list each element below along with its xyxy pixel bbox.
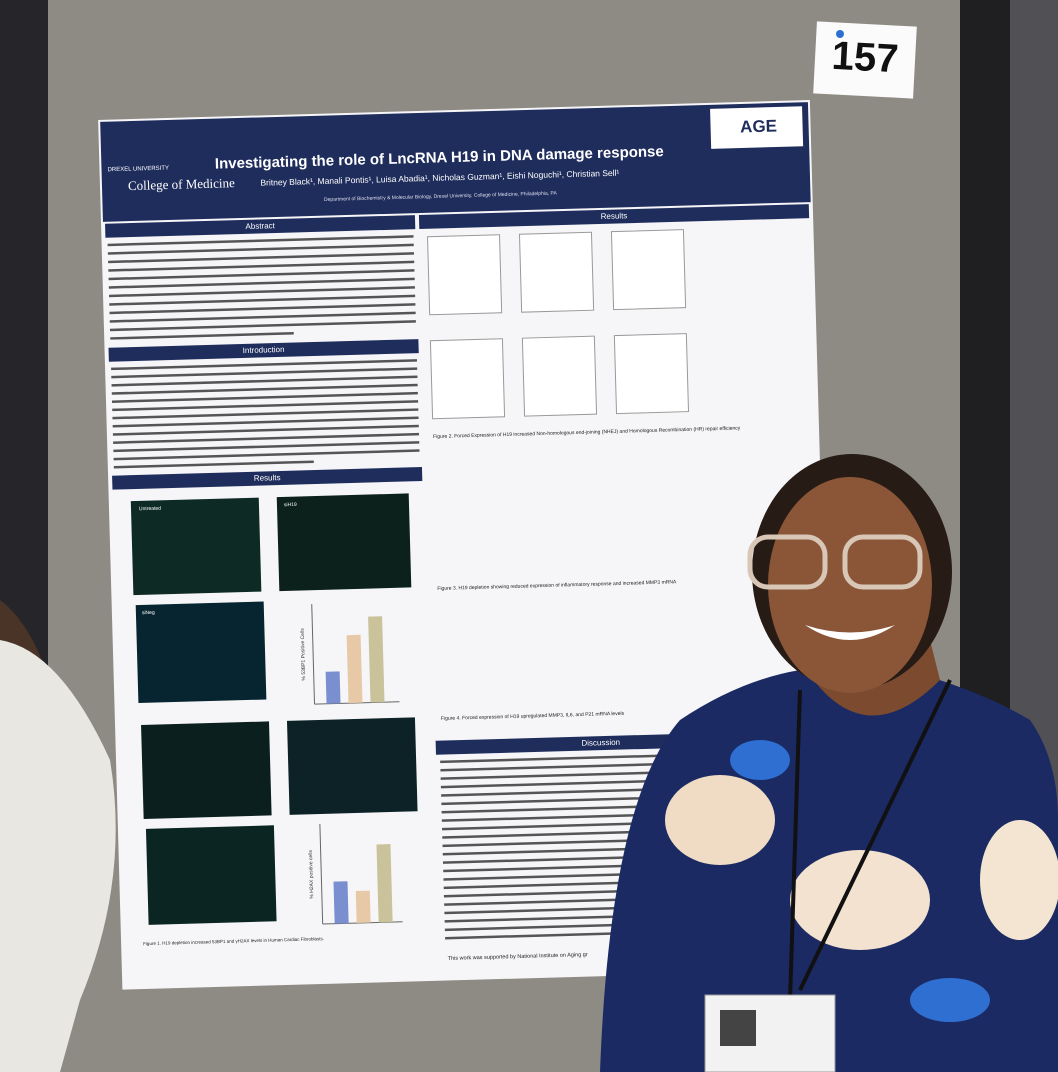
number-card: 157	[813, 21, 917, 99]
text-line	[109, 286, 415, 298]
header-band	[100, 102, 811, 222]
text-line	[111, 359, 418, 371]
face	[768, 477, 932, 693]
university: DREXEL UNIVERSITY	[107, 166, 169, 174]
poster: AGE DREXEL UNIVERSITY College of Medicin…	[98, 100, 835, 990]
text-lines	[107, 235, 420, 469]
text-line	[112, 416, 419, 428]
bar-shape	[355, 890, 371, 924]
text-line	[112, 408, 419, 420]
text-line	[113, 441, 420, 453]
flower	[790, 850, 930, 950]
caption: Figure 1. H19 depletion increased 53BP1 …	[143, 936, 324, 946]
college: College of Medicine	[128, 175, 235, 193]
text-line	[108, 269, 415, 281]
text-line	[111, 375, 418, 387]
text-line	[110, 332, 294, 340]
section-bar	[418, 204, 810, 230]
microscopy	[276, 493, 412, 592]
text-line	[109, 303, 416, 315]
section-title: Results	[601, 211, 628, 221]
leaf	[910, 978, 990, 1022]
leaf	[730, 740, 790, 780]
text-line	[108, 252, 415, 264]
text-line	[107, 235, 414, 247]
bar-shape	[346, 634, 363, 704]
panel-label: Untreated	[139, 506, 161, 513]
text-line	[108, 260, 415, 272]
section-title: Abstract	[245, 221, 275, 231]
smile	[805, 625, 895, 640]
text-line	[109, 320, 416, 332]
flow-plot	[610, 229, 687, 311]
flow-plot	[518, 231, 595, 313]
axis-label: % H2AX positive cells	[308, 849, 315, 898]
panel-label: siNeg	[142, 610, 155, 616]
flow-plot	[429, 338, 506, 420]
flow-plot	[521, 335, 598, 417]
glasses	[842, 534, 923, 590]
glasses	[747, 534, 828, 590]
panel-label: siH19	[284, 502, 297, 508]
microscopy	[130, 497, 262, 596]
text-line	[111, 367, 418, 379]
text-line	[109, 311, 416, 323]
text-line	[113, 460, 314, 469]
flower	[665, 775, 775, 865]
qr-code	[720, 1010, 756, 1046]
pin	[836, 30, 844, 38]
text-line	[113, 449, 420, 461]
flow-plot	[613, 333, 690, 415]
logo-box	[710, 106, 804, 149]
section-bar	[105, 215, 416, 238]
axis	[311, 604, 316, 705]
section-bar	[112, 467, 423, 490]
text-line	[445, 931, 638, 940]
section-title: Results	[254, 473, 281, 483]
flower	[980, 820, 1058, 940]
caption: Figure 4. Forced expression of H19 upreg…	[441, 711, 625, 722]
text-line	[108, 277, 415, 289]
axis	[319, 824, 324, 924]
card	[813, 21, 917, 99]
bar-shape	[325, 671, 341, 704]
logo: AGE	[740, 116, 777, 136]
section-title: Introduction	[243, 345, 285, 355]
lanyard	[788, 689, 802, 1001]
bar-shape	[376, 844, 393, 923]
microscopy	[286, 717, 418, 815]
microscopy	[135, 601, 267, 704]
section-title: Discussion	[581, 738, 620, 748]
microscopy	[145, 825, 277, 925]
bar-shape	[368, 616, 385, 703]
text-line	[109, 294, 416, 306]
acknowledgement: This work was supported by National Inst…	[448, 952, 588, 962]
section-bar	[108, 339, 419, 362]
axis-label: % 53BP1 Positive Cells	[300, 628, 307, 681]
lanyard	[798, 679, 952, 991]
text-line	[111, 383, 418, 395]
microscopy	[141, 721, 272, 819]
text-line	[112, 424, 419, 436]
text-line	[113, 432, 420, 444]
text-line	[111, 391, 418, 403]
poster-sheet	[98, 100, 835, 990]
text-line	[112, 400, 419, 412]
bar-shape	[333, 881, 349, 924]
board-number: 157	[831, 34, 900, 81]
text-line	[107, 243, 414, 255]
flow-plot	[427, 234, 503, 316]
shirt	[0, 640, 116, 1072]
